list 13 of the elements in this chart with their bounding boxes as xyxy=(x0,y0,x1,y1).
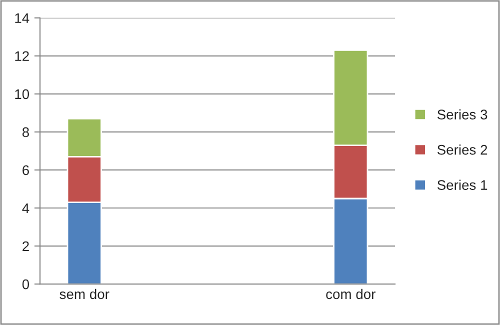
y-tick-label: 14 xyxy=(15,13,30,23)
y-tick-label: 10 xyxy=(15,89,30,100)
x-tick-label: com dor xyxy=(326,288,376,300)
y-tick-label: 6 xyxy=(22,165,29,176)
legend-label: Series 3 xyxy=(437,109,488,120)
y-tick-label: 0 xyxy=(22,279,30,290)
legend-label: Series 1 xyxy=(437,180,488,190)
y-tick-label: 8 xyxy=(22,127,29,138)
legend-label: Series 2 xyxy=(437,144,488,155)
y-tick-label: 2 xyxy=(22,241,29,252)
y-tick-label: 12 xyxy=(15,51,29,61)
y-tick-label: 4 xyxy=(22,203,30,214)
x-tick-label: sem dor xyxy=(60,288,110,300)
